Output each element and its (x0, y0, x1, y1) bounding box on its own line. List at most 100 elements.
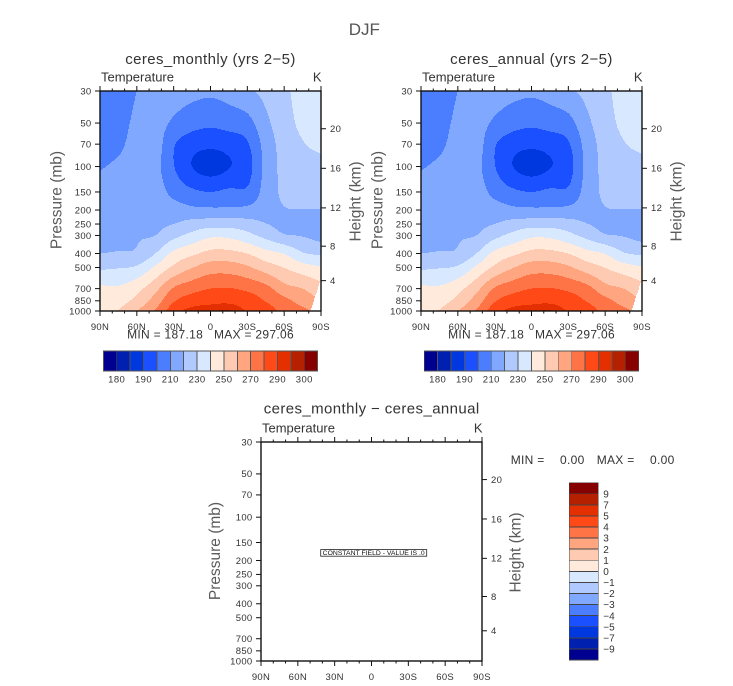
contour-fill-segment (578, 246, 611, 247)
contour-fill-segment (421, 100, 456, 101)
contour-fill-segment (583, 165, 598, 166)
contour-fill-segment (168, 123, 254, 124)
contour-fill-segment (495, 150, 522, 151)
contour-fill-segment (616, 248, 642, 249)
contour-fill-segment (556, 188, 566, 189)
left-string: Temperature (101, 70, 174, 85)
contour-fill-segment (472, 282, 486, 283)
contour-fill-segment (234, 132, 258, 133)
contour-fill-segment (303, 252, 321, 253)
contour-fill-segment (142, 239, 173, 240)
contour-fill-segment (513, 102, 546, 103)
contour-fill-segment (482, 156, 494, 157)
contour-fill-segment (223, 189, 260, 190)
contour-fill-segment (262, 179, 278, 180)
contour-fill-segment (514, 243, 570, 244)
contour-fill-segment (164, 136, 182, 137)
contour-fill-segment (421, 179, 484, 180)
contour-fill-segment (127, 135, 164, 136)
contour-fill-segment (169, 291, 199, 292)
contour-fill-segment (192, 165, 231, 166)
contour-fill-segment (262, 173, 277, 174)
contour-fill-segment (166, 295, 186, 296)
contour-fill-segment (619, 131, 642, 132)
contour-fill-segment (587, 261, 619, 262)
contour-fill-segment (597, 148, 631, 149)
contour-fill-segment (577, 127, 593, 128)
contour-fill-segment (600, 252, 624, 253)
colorbar-box (568, 537, 599, 550)
contour-fill-segment (455, 101, 515, 102)
contour-fill-segment (460, 292, 477, 293)
contour-fill-segment (632, 277, 642, 278)
contour-fill-segment (517, 171, 546, 172)
contour-fill-segment (283, 233, 321, 234)
contour-fill-segment (599, 180, 642, 181)
y-tick-label: 150 (236, 538, 253, 549)
x-tick-label: 90S (473, 672, 491, 683)
contour-fill-segment (149, 300, 162, 301)
contour-fill-segment (261, 149, 276, 150)
contour-fill-segment (275, 277, 311, 278)
max-value: 0.00 (650, 453, 675, 467)
contour-fill-segment (494, 158, 513, 159)
contour-fill-segment (624, 252, 642, 253)
contour-fill-segment (483, 148, 495, 149)
contour-fill-segment (250, 147, 261, 148)
contour-fill-segment (522, 174, 541, 175)
panel-title: ceres_monthly − ceres_annual (264, 400, 480, 417)
contour-fill-segment (100, 136, 127, 137)
contour-fill-segment (126, 141, 163, 142)
y-tick-label: 30 (401, 86, 412, 97)
contour-fill-segment (604, 253, 628, 254)
contour-fill-segment (421, 201, 499, 202)
contour-fill-segment (421, 281, 452, 282)
contour-fill-segment (261, 145, 276, 146)
contour-fill-segment (451, 121, 491, 122)
contour-fill-segment (519, 265, 568, 266)
contour-fill-segment (295, 286, 318, 287)
contour-fill-segment (491, 120, 574, 121)
contour-fill-segment (520, 129, 542, 130)
contour-fill-segment (165, 227, 274, 228)
contour-fill-segment (157, 264, 174, 265)
contour-fill-segment (147, 285, 162, 286)
contour-fill-segment (587, 223, 642, 224)
contour-fill-segment (100, 234, 157, 235)
contour-fill-segment (636, 240, 642, 241)
contour-fill-segment (565, 264, 596, 265)
contour-fill-segment (221, 129, 257, 130)
contour-fill-segment (453, 112, 498, 113)
contour-fill-segment (135, 97, 260, 98)
contour-fill-segment (174, 152, 197, 153)
contour-fill-segment (442, 307, 462, 308)
contour-fill-segment (524, 98, 536, 99)
contour-fill-segment (244, 230, 278, 231)
contour-fill-segment (262, 155, 277, 156)
contour-fill-segment (623, 138, 642, 139)
contour-fill-segment (618, 249, 642, 250)
contour-fill-segment (571, 116, 590, 117)
contour-fill-segment (305, 263, 321, 264)
contour-fill-segment (421, 177, 483, 178)
contour-fill-segment (176, 172, 197, 173)
contour-fill-segment (618, 128, 642, 129)
contour-fill-segment (100, 227, 165, 228)
contour-fill-segment (174, 115, 249, 116)
contour-fill-segment (282, 295, 313, 296)
contour-fill-segment (186, 282, 261, 283)
contour-fill-segment (252, 244, 284, 245)
contour-fill-segment (421, 113, 453, 114)
contour-fill-segment (432, 162, 482, 163)
contour-fill-segment (503, 259, 582, 260)
contour-fill-segment (479, 276, 495, 277)
contour-fill-segment (108, 252, 156, 253)
axes: 90N 60N 30N 0 30S 60S 90S305070100150200250300… (69, 86, 341, 333)
contour-fill-segment (483, 260, 501, 261)
contour-fill-segment (176, 300, 264, 301)
contour-fill-segment (483, 145, 496, 146)
contour-fill-segment (421, 291, 461, 292)
contour-fill-segment (431, 163, 482, 164)
contour-fill-segment (608, 284, 640, 285)
y-tick-label: 850 (75, 296, 92, 307)
